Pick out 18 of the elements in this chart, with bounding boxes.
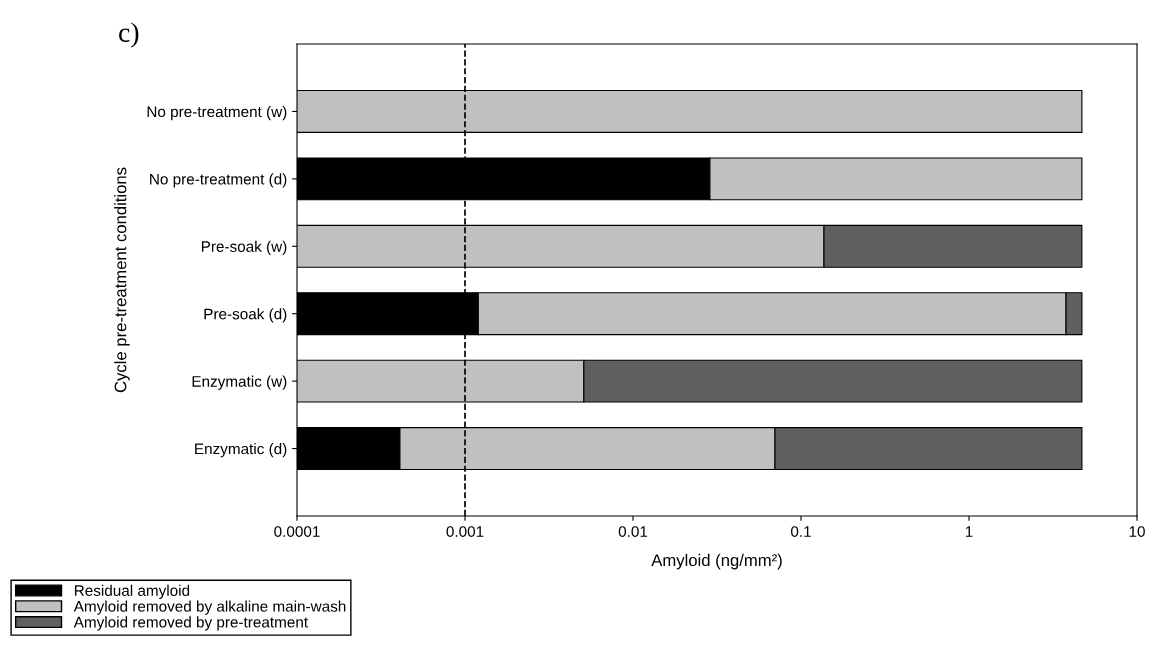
x-tick-label: 0.0001 xyxy=(274,526,320,537)
x-tick-label: 10 xyxy=(1129,526,1145,537)
legend-label: Residual amyloid xyxy=(74,584,190,600)
legend-label: Amyloid removed by pre-treatment xyxy=(73,616,308,631)
x-axis-title: Amyloid (ng/mm²) xyxy=(651,553,782,570)
x-tick-label: 1 xyxy=(965,526,973,537)
y-axis-title: Cycle pre-treatment conditions xyxy=(114,167,130,393)
y-tick-label: Enzymatic (d) xyxy=(195,443,287,458)
y-tick-label: No pre-treatment (w) xyxy=(147,105,287,121)
y-tick-label: Pre-soak (d) xyxy=(204,308,287,323)
y-tick-label: Pre-soak (w) xyxy=(201,240,287,255)
x-tick-label: 0.1 xyxy=(790,526,811,537)
y-tick-label: Enzymatic (w) xyxy=(192,375,287,390)
chart-title: c) xyxy=(119,22,139,48)
x-tick-label: 0.001 xyxy=(446,526,484,537)
y-tick-label: No pre-treatment (d) xyxy=(150,173,287,188)
x-tick-label: 0.01 xyxy=(618,526,648,537)
legend-label: Amyloid removed by alkaline main-wash xyxy=(73,600,346,615)
